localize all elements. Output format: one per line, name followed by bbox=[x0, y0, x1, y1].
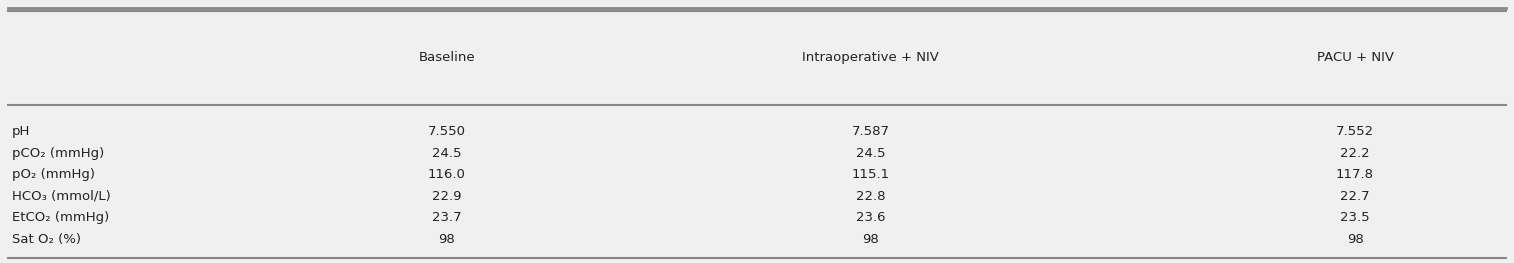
Text: 23.5: 23.5 bbox=[1340, 211, 1370, 224]
Text: 24.5: 24.5 bbox=[855, 146, 886, 160]
Text: 22.7: 22.7 bbox=[1340, 190, 1370, 203]
Text: 22.9: 22.9 bbox=[431, 190, 462, 203]
Text: 22.2: 22.2 bbox=[1340, 146, 1370, 160]
Text: 98: 98 bbox=[861, 233, 880, 246]
Text: Baseline: Baseline bbox=[418, 51, 475, 64]
Text: EtCO₂ (mmHg): EtCO₂ (mmHg) bbox=[12, 211, 109, 224]
Text: pH: pH bbox=[12, 125, 30, 138]
Text: pCO₂ (mmHg): pCO₂ (mmHg) bbox=[12, 146, 104, 160]
Text: 98: 98 bbox=[1346, 233, 1364, 246]
Text: 98: 98 bbox=[438, 233, 456, 246]
Text: 22.8: 22.8 bbox=[855, 190, 886, 203]
Text: HCO₃ (mmol/L): HCO₃ (mmol/L) bbox=[12, 190, 111, 203]
Text: 23.6: 23.6 bbox=[855, 211, 886, 224]
Text: 115.1: 115.1 bbox=[851, 168, 890, 181]
Text: Sat O₂ (%): Sat O₂ (%) bbox=[12, 233, 82, 246]
Text: 116.0: 116.0 bbox=[427, 168, 466, 181]
Text: PACU + NIV: PACU + NIV bbox=[1317, 51, 1393, 64]
Text: 117.8: 117.8 bbox=[1335, 168, 1375, 181]
Text: pO₂ (mmHg): pO₂ (mmHg) bbox=[12, 168, 95, 181]
Text: 23.7: 23.7 bbox=[431, 211, 462, 224]
Text: 7.550: 7.550 bbox=[427, 125, 466, 138]
Text: 24.5: 24.5 bbox=[431, 146, 462, 160]
Text: 7.552: 7.552 bbox=[1335, 125, 1375, 138]
Text: Intraoperative + NIV: Intraoperative + NIV bbox=[802, 51, 939, 64]
Text: 7.587: 7.587 bbox=[851, 125, 890, 138]
